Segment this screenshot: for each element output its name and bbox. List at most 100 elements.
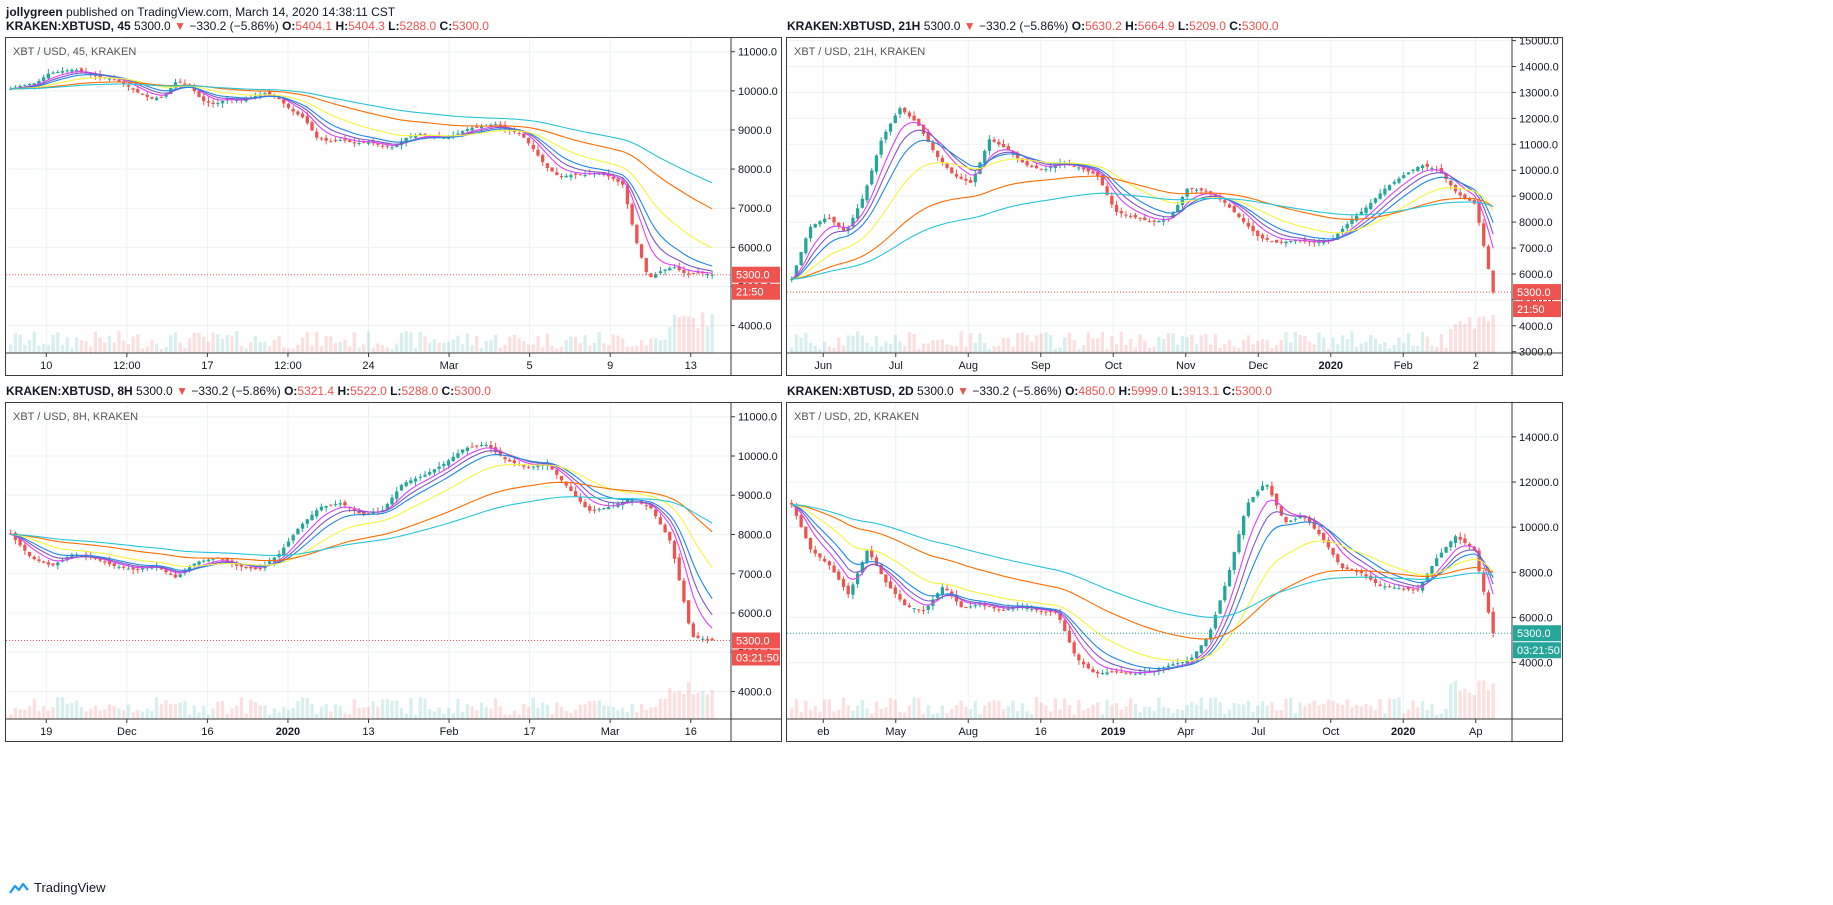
candle-body: [239, 564, 244, 567]
volume-bar: [1416, 345, 1420, 353]
volume-bar: [1383, 713, 1387, 719]
volume-bar: [37, 710, 41, 719]
candle-body: [310, 514, 314, 521]
chart-svg-21h[interactable]: 15000.0 14000.0 13000.0 12000.0 11000.0 10000…: [787, 36, 1562, 375]
candle-body: [1242, 516, 1246, 536]
volume-bar: [639, 704, 644, 719]
candle-body: [395, 491, 399, 499]
volume-bar: [1279, 710, 1283, 719]
volume-bar: [888, 343, 893, 353]
candle-body: [1251, 225, 1255, 232]
candle-body: [888, 581, 893, 589]
author-name[interactable]: jollygreen: [6, 5, 63, 19]
volume-bar: [277, 712, 281, 719]
candle-body: [202, 560, 206, 562]
volume-bar: [1303, 336, 1307, 353]
chart-svg-2d[interactable]: 14000.0 12000.0 10000.0 8000.0 6000.0 4000.0 e…: [787, 403, 1562, 741]
volume-bar: [1147, 347, 1152, 353]
chart-panel-21h[interactable]: 15000.0 14000.0 13000.0 12000.0 11000.0 10000…: [786, 36, 1563, 376]
chart-panel-8h[interactable]: 11000.010000.09000.08000.07000.06000.050…: [5, 402, 782, 742]
candle-body: [1237, 534, 1241, 553]
x-tick-label: Feb: [1394, 360, 1413, 372]
chart-panel-45[interactable]: 11000.010000.09000.08000.07000.06000.050…: [5, 37, 782, 376]
candle-body: [291, 108, 295, 112]
candle-body: [1124, 214, 1128, 216]
volume-bar: [860, 335, 864, 353]
volume-bar: [701, 691, 705, 719]
volume-bar: [1114, 344, 1119, 353]
candle-body: [1039, 168, 1043, 170]
volume-bar: [936, 340, 940, 353]
candle-body: [107, 78, 112, 80]
candle-body: [1232, 552, 1236, 570]
ema-line-100: [791, 175, 1494, 280]
chart-svg-45[interactable]: 11000.010000.09000.08000.07000.06000.050…: [6, 38, 781, 375]
candle-body: [1030, 609, 1034, 611]
y-tick-label: 7000.0: [1519, 243, 1553, 255]
volume-bar: [654, 706, 658, 719]
volume-bar: [978, 333, 982, 353]
candle-body: [1444, 174, 1448, 180]
volume-bar: [658, 339, 663, 353]
volume-bar: [696, 692, 700, 719]
candle-body: [9, 88, 13, 90]
candle-body: [1086, 663, 1090, 669]
volume-bar: [818, 348, 822, 353]
inner-chart-title: XBT / USD, 8H, KRAKEN: [13, 411, 138, 423]
candle-body: [267, 561, 272, 564]
volume-bar: [329, 336, 333, 353]
candle-body: [465, 129, 470, 131]
candle-body: [1425, 163, 1429, 167]
volume-bar: [225, 334, 229, 353]
candle-body: [526, 467, 531, 469]
candle-body: [451, 456, 455, 462]
ema-line-100: [10, 481, 713, 562]
candle-body: [870, 170, 874, 185]
candle-body: [461, 449, 465, 453]
volume-bar: [874, 701, 879, 719]
candle-body: [696, 635, 700, 638]
candle-body: [1491, 611, 1495, 634]
volume-bar: [1204, 334, 1208, 353]
volume-bar: [1194, 704, 1199, 719]
candle-body: [1213, 194, 1218, 197]
volume-bar: [79, 340, 83, 353]
volume-bar: [1025, 711, 1029, 719]
volume-bar: [253, 335, 258, 353]
price-label: 5300.0: [1517, 628, 1551, 640]
volume-bar: [333, 704, 338, 719]
volume-bar: [1373, 710, 1378, 719]
volume-bar: [921, 713, 926, 719]
low: 5288.0: [399, 19, 437, 33]
y-tick-label: 10000.0: [1519, 165, 1559, 177]
volume-bar: [978, 714, 982, 719]
volume-bar: [1289, 697, 1293, 719]
volume-bar: [192, 332, 196, 353]
candle-body: [1133, 673, 1138, 675]
volume-bar: [602, 343, 606, 353]
volume-bar: [541, 347, 545, 353]
volume-bar: [931, 340, 935, 353]
volume-bar: [155, 697, 159, 719]
candle-body: [1204, 190, 1208, 192]
candle-body: [818, 553, 822, 558]
chart-svg-8h[interactable]: 11000.010000.09000.08000.07000.06000.050…: [6, 403, 781, 741]
volume-bar: [1114, 702, 1119, 719]
volume-bar: [569, 712, 573, 719]
candle-body: [338, 503, 342, 505]
footer-brand[interactable]: TradingView: [8, 880, 106, 895]
volume-bar: [1350, 707, 1354, 719]
candle-body: [903, 107, 907, 113]
chart-panel-2d[interactable]: 14000.0 12000.0 10000.0 8000.0 6000.0 4000.0 e…: [786, 402, 1563, 742]
close: 5300.0: [454, 384, 491, 398]
volume-bar: [1053, 698, 1057, 719]
candle-body: [187, 567, 192, 571]
volume-bar: [686, 682, 691, 719]
candle-body: [329, 141, 333, 143]
volume-bar: [583, 335, 587, 353]
volume-bar: [211, 708, 215, 719]
candle-body: [1477, 202, 1481, 223]
volume-bar: [187, 714, 192, 719]
volume-bar: [1100, 332, 1105, 353]
volume-bar: [18, 709, 22, 719]
